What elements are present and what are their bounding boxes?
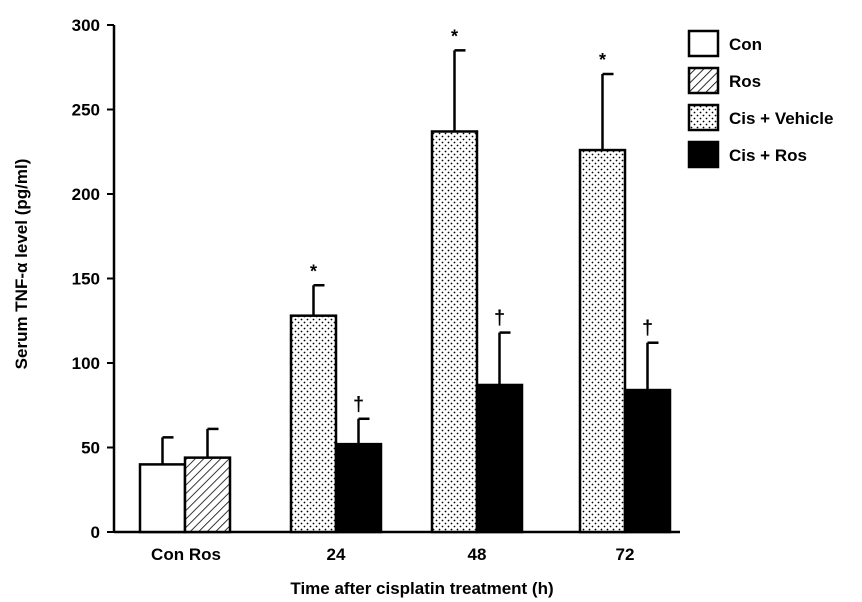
bar-cis-vehicle <box>289 314 338 534</box>
legend-swatch <box>687 66 720 95</box>
legend-item-cis-ros: Cis + Ros <box>687 140 807 169</box>
legend-label: Con <box>729 35 762 54</box>
significance-mark: † <box>353 394 364 416</box>
y-axis-title-group: Serum TNF-α level (pg/ml) <box>12 159 31 370</box>
x-tick-label: Con Ros <box>151 545 221 564</box>
bar-cis-ros <box>475 383 524 534</box>
legend-swatch <box>687 103 720 132</box>
legend-label: Cis + Ros <box>729 146 807 165</box>
bar-cis-ros <box>623 388 672 534</box>
legend: Con Ros Cis + Vehicle Cis + Ros <box>687 29 833 169</box>
y-tick-label: 150 <box>72 270 100 289</box>
legend-item-ros: Ros <box>687 66 761 95</box>
y-tick-label: 200 <box>72 185 100 204</box>
legend-item-con: Con <box>687 29 762 58</box>
x-axis-title: Time after cisplatin treatment (h) <box>290 579 553 598</box>
plot-area: 0 50 100 150 200 250 300 Con Ros * † 24 * † 48 * † 72 <box>72 16 680 564</box>
y-tick-label: 0 <box>91 523 100 542</box>
bar-cis-vehicle <box>430 130 479 534</box>
y-tick-label: 250 <box>72 101 100 120</box>
legend-item-cis-vehicle: Cis + Vehicle <box>687 103 833 132</box>
legend-swatch <box>687 29 720 58</box>
x-tick-label: 24 <box>327 545 346 564</box>
significance-mark: * <box>451 26 458 46</box>
y-tick-label: 100 <box>72 354 100 373</box>
legend-label: Ros <box>729 72 761 91</box>
bar-cis-vehicle <box>578 148 627 534</box>
y-tick-label: 300 <box>72 16 100 35</box>
significance-mark: † <box>642 318 653 340</box>
significance-mark: * <box>310 261 317 281</box>
legend-label: Cis + Vehicle <box>729 109 833 128</box>
y-axis-title: Serum TNF-α level (pg/ml) <box>12 159 31 370</box>
bar-ros <box>183 456 232 534</box>
y-tick-label: 50 <box>81 439 100 458</box>
x-tick-label: 48 <box>468 545 487 564</box>
bar-cis-ros <box>334 442 383 534</box>
bar-con <box>138 463 187 534</box>
significance-mark: † <box>494 308 505 330</box>
x-tick-label: 72 <box>616 545 635 564</box>
legend-swatch <box>687 140 720 169</box>
significance-mark: * <box>599 50 606 70</box>
